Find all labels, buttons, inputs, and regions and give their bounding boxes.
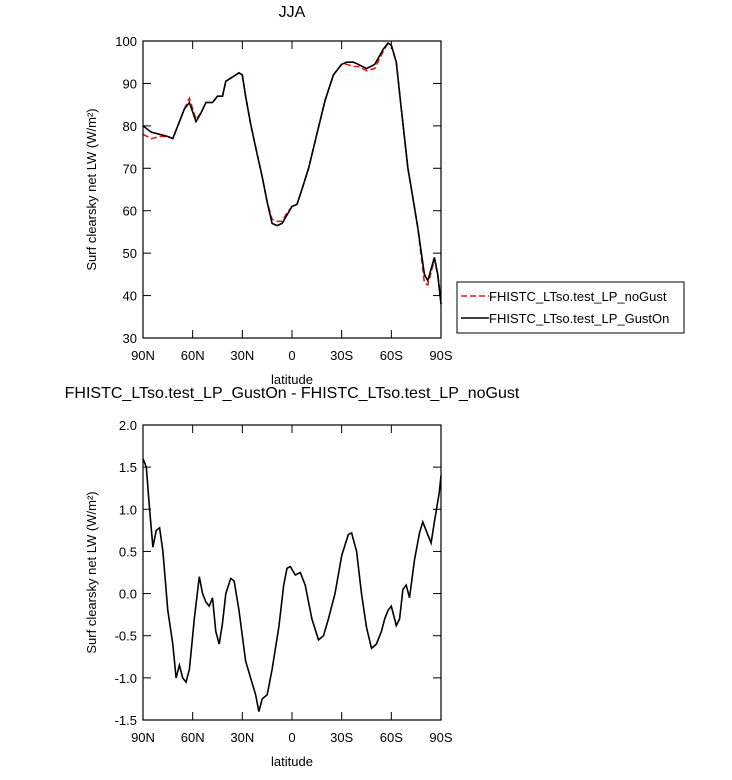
- x-tick-label: 90S: [429, 348, 452, 363]
- y-tick-label: 2.0: [119, 418, 137, 433]
- x-tick-label: 90N: [131, 730, 155, 745]
- x-tick-label: 30S: [330, 348, 353, 363]
- y-tick-label: 1.5: [119, 460, 137, 475]
- x-tick-label: 60S: [380, 348, 403, 363]
- y-tick-label: -0.5: [115, 629, 137, 644]
- y-tick-label: 80: [123, 119, 137, 134]
- y-axis-label: Surf clearsky net LW (W/m²): [84, 108, 99, 270]
- y-tick-label: 0.5: [119, 544, 137, 559]
- y-tick-label: 50: [123, 246, 137, 261]
- legend-label: FHISTC_LTso.test_LP_GustOn: [489, 311, 669, 326]
- x-tick-label: 0: [288, 730, 295, 745]
- x-axis-label: latitude: [271, 754, 313, 769]
- x-tick-label: 90N: [131, 348, 155, 363]
- x-tick-label: 60N: [181, 730, 205, 745]
- x-tick-label: 30N: [230, 730, 254, 745]
- x-tick-label: 60S: [380, 730, 403, 745]
- y-tick-label: 100: [115, 34, 137, 49]
- y-tick-label: 0.0: [119, 587, 137, 602]
- y-tick-label: -1.0: [115, 671, 137, 686]
- plot-frame: [142, 424, 442, 721]
- chart-title: JJA: [279, 4, 306, 21]
- x-tick-label: 90S: [429, 730, 452, 745]
- y-axis-label: Surf clearsky net LW (W/m²): [84, 491, 99, 653]
- y-tick-label: 30: [123, 331, 137, 346]
- y-tick-label: 90: [123, 76, 137, 91]
- x-tick-label: 30N: [230, 348, 254, 363]
- x-axis-label: latitude: [271, 372, 313, 387]
- x-tick-label: 30S: [330, 730, 353, 745]
- legend-box: [456, 281, 685, 334]
- y-tick-label: -1.5: [115, 713, 137, 728]
- y-tick-label: 70: [123, 161, 137, 176]
- chart-title: FHISTC_LTso.test_LP_GustOn - FHISTC_LTso…: [65, 385, 520, 402]
- x-tick-label: 0: [288, 348, 295, 363]
- series-line: [142, 458, 442, 712]
- plot-frame: [142, 40, 442, 339]
- x-tick-label: 60N: [181, 348, 205, 363]
- y-tick-label: 1.0: [119, 502, 137, 517]
- y-tick-label: 60: [123, 204, 137, 219]
- y-tick-label: 40: [123, 289, 137, 304]
- series-line: [142, 41, 442, 300]
- legend-label: FHISTC_LTso.test_LP_noGust: [489, 289, 667, 304]
- series-line: [142, 42, 442, 305]
